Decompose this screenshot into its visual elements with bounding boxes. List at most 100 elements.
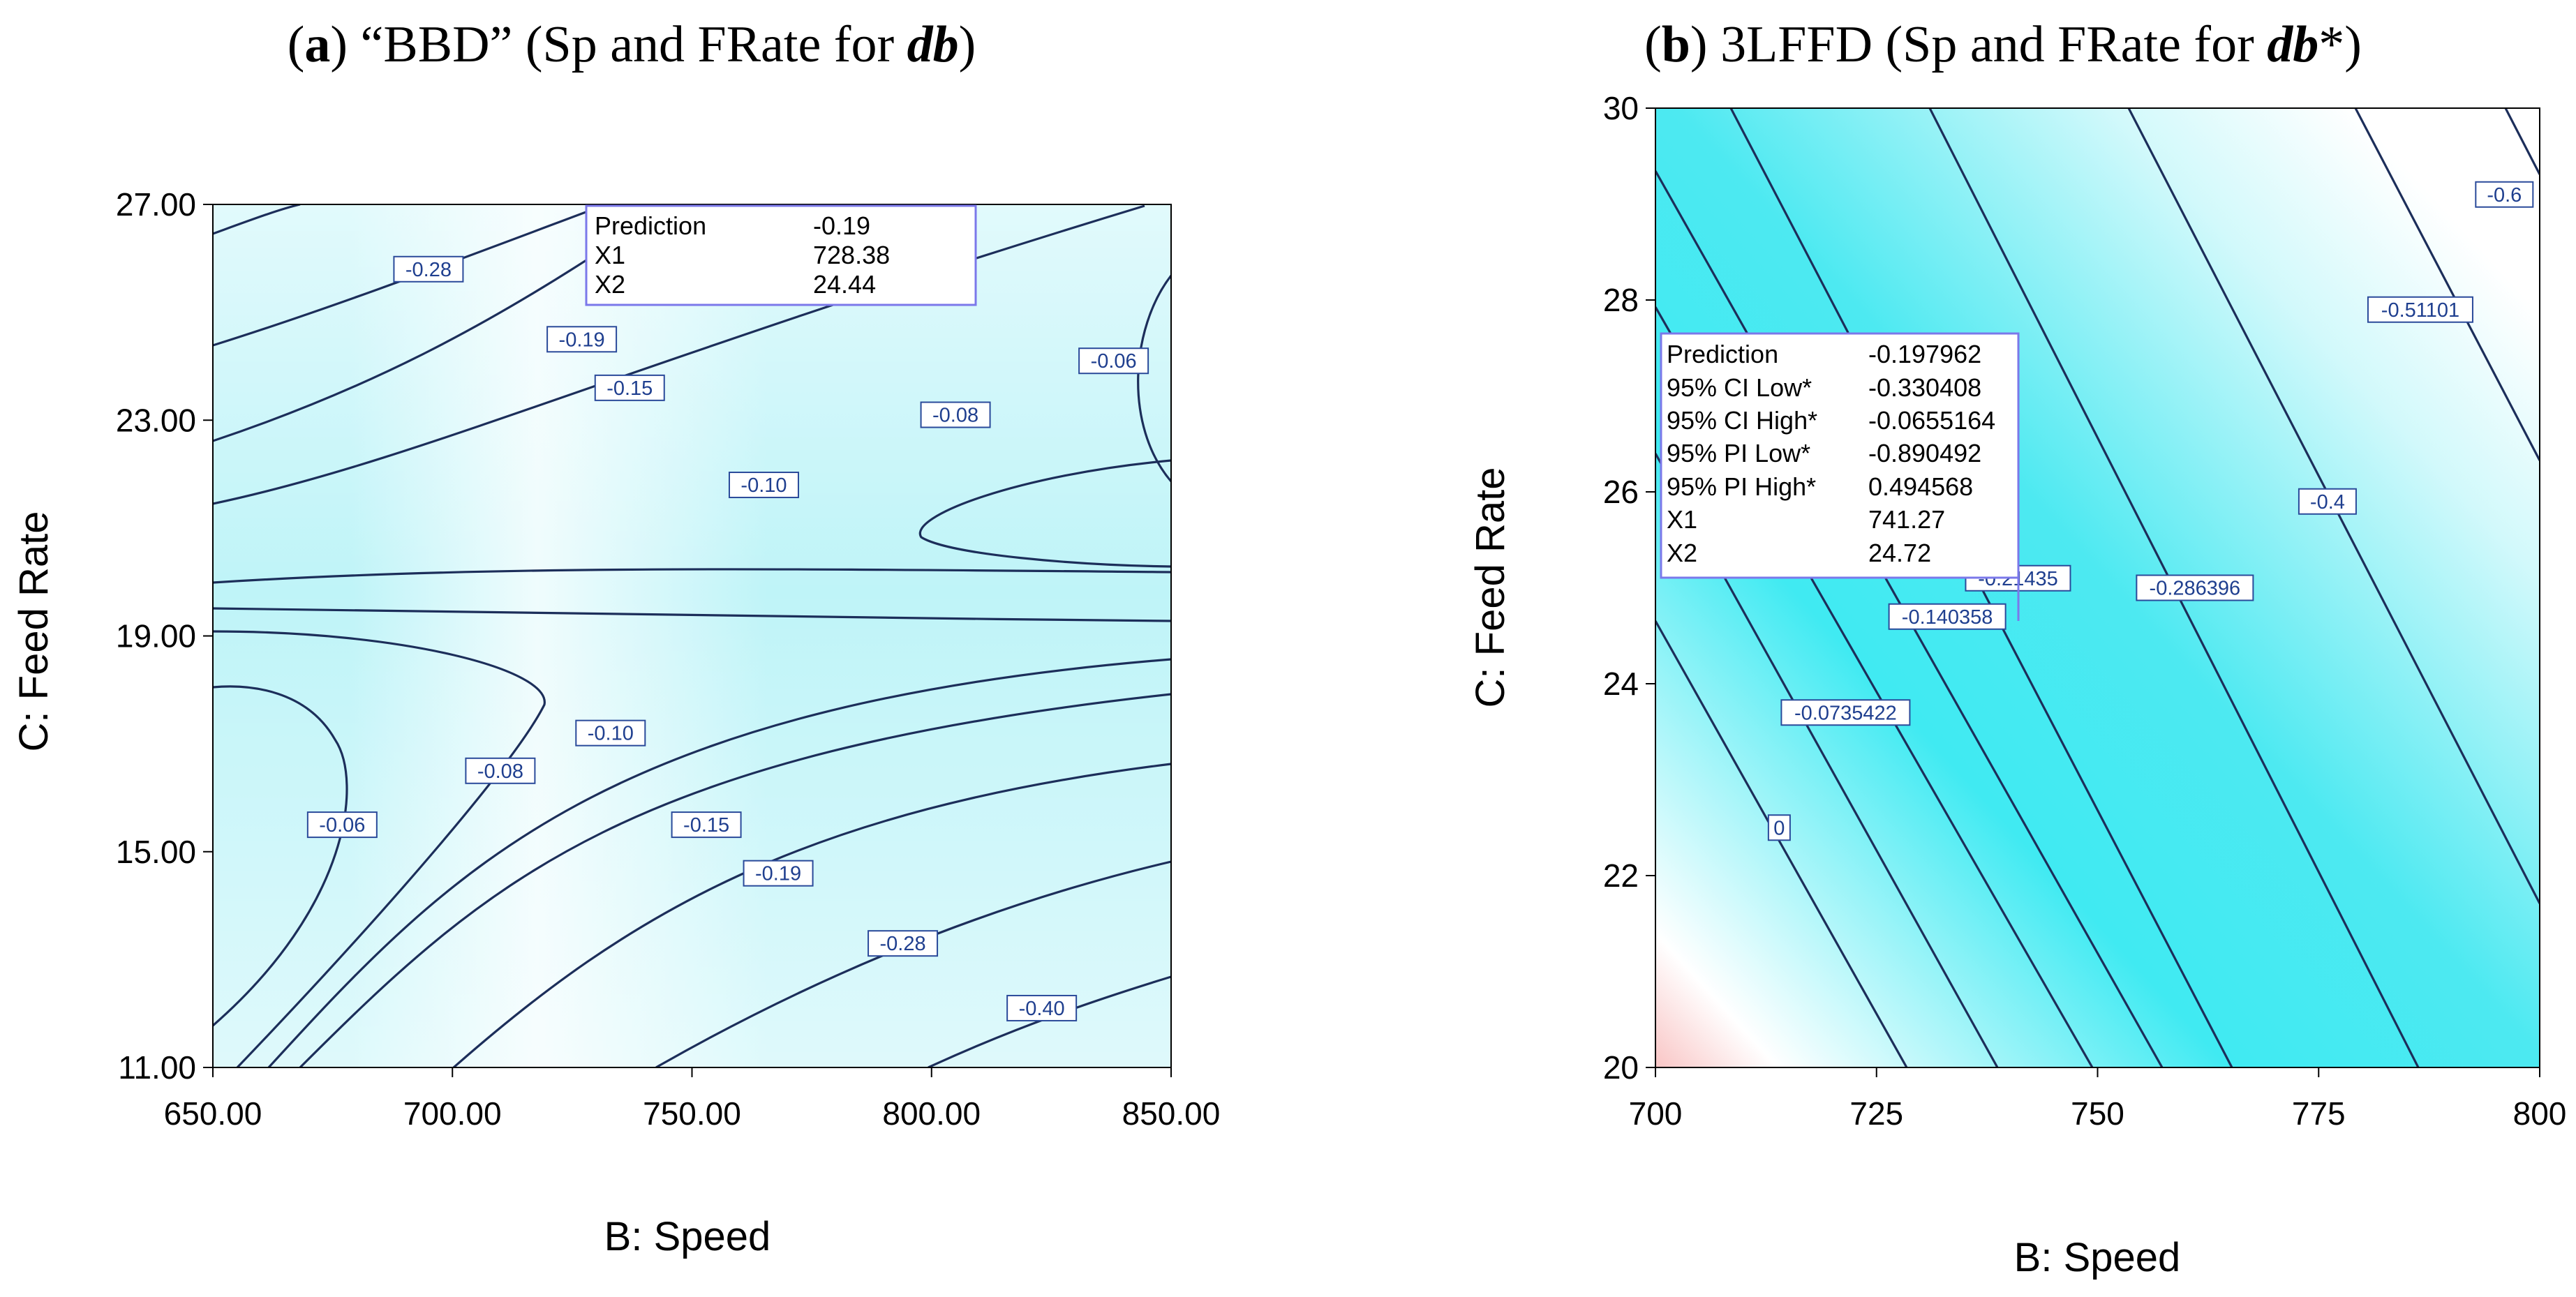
y-tick-label: 20 bbox=[1603, 1049, 1639, 1086]
contour-line bbox=[2504, 108, 2540, 175]
panel-b-title-var: db bbox=[2267, 16, 2318, 73]
contour-label-text: -0.51101 bbox=[2381, 299, 2459, 322]
contour-line bbox=[267, 658, 1171, 1067]
contour-label-box bbox=[2136, 574, 2254, 601]
x1-value: 728.38 bbox=[813, 241, 890, 269]
panel-b-title-open: ( bbox=[1644, 16, 1662, 73]
x-tick-label: 700 bbox=[1629, 1095, 1683, 1132]
x-tick-label: 750.00 bbox=[643, 1095, 741, 1132]
contour-label-text: -0.08 bbox=[477, 760, 523, 783]
panel-b-y-axis-label: C: Feed Rate bbox=[1468, 467, 1513, 708]
contour-label: -0.15 bbox=[594, 374, 665, 401]
panel-a-y-axis-label: C: Feed Rate bbox=[11, 511, 57, 752]
panel-b: (b) 3LFFD (Sp and FRate for db*) 700 725 7… bbox=[1468, 16, 2566, 1280]
contour-label-box bbox=[1767, 814, 1791, 841]
panel-a-plot-shading bbox=[213, 204, 1171, 1067]
panel-a-title-letter: a bbox=[304, 16, 330, 73]
contour-label: -0.10 bbox=[728, 472, 799, 499]
x2-label: X2 bbox=[595, 270, 625, 299]
ci-high-label: 95% CI High* bbox=[1667, 406, 1817, 435]
contour-label-box bbox=[728, 472, 799, 499]
prediction-box-frame bbox=[585, 204, 977, 306]
contour-line bbox=[213, 607, 1171, 622]
x1-label: X1 bbox=[595, 241, 625, 269]
contour-line bbox=[213, 630, 546, 1067]
panel-a-y-axis: 11.00 15.00 19.00 23.00 27.00 bbox=[116, 186, 213, 1086]
contour-label: -0.06 bbox=[306, 811, 378, 839]
contour-label-text: -0.140358 bbox=[1902, 606, 1993, 629]
contour-label-box bbox=[1006, 994, 1078, 1021]
y-tick-label: 19.00 bbox=[116, 618, 196, 654]
panel-a-contour-labels: -0.28 -0.19 -0.15 -0.10 -0.08 -0.06 -0.10 -0.08… bbox=[306, 255, 1149, 1021]
prediction-label: Prediction bbox=[595, 211, 706, 240]
contour-label-text: -0.28 bbox=[880, 933, 926, 955]
contour-label-box bbox=[306, 811, 378, 839]
panel-b-title-suffix: *) bbox=[2318, 16, 2362, 73]
contour-line bbox=[1655, 620, 1908, 1067]
contour-label-text: -0.6 bbox=[2487, 184, 2522, 207]
contour-label: -0.0735422 bbox=[1780, 699, 1911, 726]
contour-line bbox=[213, 204, 301, 235]
contour-line bbox=[299, 693, 1171, 1067]
y-tick-label: 27.00 bbox=[116, 186, 196, 223]
y-tick-label: 30 bbox=[1603, 90, 1639, 126]
contour-label-box bbox=[920, 401, 991, 428]
contour-line bbox=[213, 685, 348, 1027]
contour-label: -0.15 bbox=[671, 811, 742, 839]
y-tick-label: 26 bbox=[1603, 474, 1639, 510]
panel-a-title-close: ) bbox=[330, 16, 348, 73]
prediction-value: -0.19 bbox=[813, 211, 870, 240]
contour-label-box bbox=[594, 374, 665, 401]
contour-line bbox=[213, 568, 1171, 584]
contour-label-box bbox=[2298, 488, 2357, 515]
contour-label-text: -0.28 bbox=[405, 259, 452, 281]
contour-label-text: -0.40 bbox=[1019, 998, 1065, 1020]
contour-label-box bbox=[2367, 296, 2473, 323]
contour-label: -0.08 bbox=[465, 757, 536, 784]
x2-label: X2 bbox=[1667, 539, 1697, 567]
contour-line bbox=[2354, 108, 2540, 461]
contour-label-text: -0.06 bbox=[1091, 350, 1137, 373]
x-tick-label: 800 bbox=[2513, 1095, 2567, 1132]
contour-line bbox=[452, 763, 1171, 1067]
x-tick-label: 750 bbox=[2071, 1095, 2124, 1132]
contour-label-box bbox=[2475, 181, 2534, 208]
contour-label-text: -0.10 bbox=[588, 723, 634, 745]
contour-label-box bbox=[1888, 603, 2007, 630]
contour-label: -0.40 bbox=[1006, 994, 1078, 1021]
x-tick-label: 650.00 bbox=[164, 1095, 262, 1132]
contour-label: 0 bbox=[1767, 814, 1791, 841]
y-tick-label: 15.00 bbox=[116, 834, 196, 870]
y-tick-label: 22 bbox=[1603, 857, 1639, 894]
x1-label: X1 bbox=[1667, 505, 1697, 534]
contour-label-text: 0 bbox=[1773, 817, 1785, 839]
panel-b-x-axis-label: B: Speed bbox=[2014, 1235, 2181, 1280]
panel-b-title-letter: b bbox=[1662, 16, 1690, 73]
contour-label-box bbox=[743, 860, 814, 887]
contour-line bbox=[213, 208, 594, 347]
contour-label-text: -0.286396 bbox=[2150, 578, 2241, 600]
contour-label-box bbox=[1780, 699, 1911, 726]
contour-label: -0.19 bbox=[743, 860, 814, 887]
panel-b-contour-labels: -0.6-0.51101-0.4-0.286396-0.21435-0.1403… bbox=[1767, 181, 2534, 841]
contour-label: -0.28 bbox=[393, 255, 464, 283]
contour-label-text: -0.08 bbox=[932, 405, 978, 427]
panel-b-x-axis: 700 725 750 775 800 bbox=[1629, 1067, 2567, 1132]
contour-line bbox=[1137, 275, 1171, 483]
contour-label-text: -0.10 bbox=[740, 474, 787, 497]
panel-a: (a) “BBD” (Sp and FRate for db) 650.00 70… bbox=[11, 16, 1220, 1259]
ci-low-label: 95% CI Low* bbox=[1667, 373, 1812, 402]
contour-label-box bbox=[465, 757, 536, 784]
pi-high-value: 0.494568 bbox=[1868, 472, 1973, 501]
contour-label-box bbox=[671, 811, 742, 839]
contour-label-text: -0.0735422 bbox=[1794, 702, 1897, 724]
y-tick-label: 28 bbox=[1603, 282, 1639, 318]
contour-label-text: -0.15 bbox=[683, 814, 729, 837]
panel-a-prediction-box: Prediction -0.19 X1 728.38 X2 24.44 bbox=[585, 204, 977, 306]
ci-high-value: -0.0655164 bbox=[1868, 406, 1995, 435]
ci-low-value: -0.330408 bbox=[1868, 373, 1981, 402]
contour-label: -0.286396 bbox=[2136, 574, 2254, 601]
contour-label-box bbox=[575, 719, 646, 747]
contour-line bbox=[213, 222, 643, 442]
